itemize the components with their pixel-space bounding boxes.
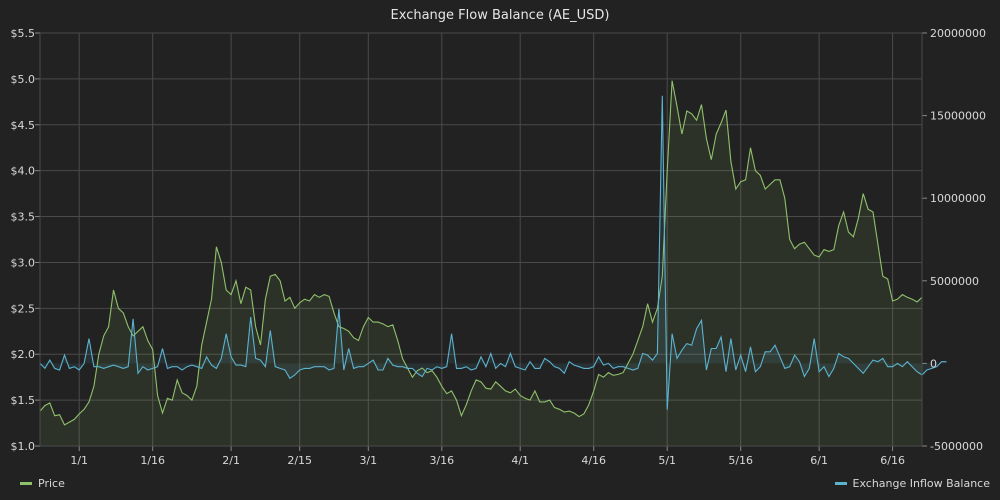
legend-swatch-price: [20, 482, 32, 485]
x-tick-label: 4/16: [581, 454, 606, 467]
axes: $1.0 $1.5 $2.0 $2.5 $3.0 $3.5 $4.0 $4.5 $5.0 $5.5…: [11, 27, 987, 467]
legend-swatch-exchange-inflow: [834, 482, 847, 485]
y-right-tick-label: 20000000: [930, 27, 986, 40]
legend-item-price[interactable]: Price: [20, 477, 65, 490]
legend-label-exchange-inflow: Exchange Inflow Balance: [852, 477, 990, 490]
exchange-inflow-line: [39, 95, 947, 410]
y-right-tick-label: 10000000: [930, 192, 986, 205]
x-tick-label: 4/1: [511, 454, 529, 467]
y-left-tick-label: $2.5: [11, 302, 36, 315]
y-left-tick-label: $3.0: [11, 256, 36, 269]
x-tick-label: 1/16: [140, 454, 165, 467]
legend-label-price: Price: [38, 477, 65, 490]
price-series: [39, 80, 923, 446]
x-tick-label: 6/16: [880, 454, 905, 467]
y-left-tick-label: $3.5: [11, 211, 36, 224]
x-tick-label: 6/1: [810, 454, 828, 467]
price-area: [40, 80, 922, 446]
y-right-tick-label: 5000000: [930, 275, 979, 288]
y-left-tick-label: $4.5: [11, 119, 36, 132]
y-left-tick-label: $1.0: [11, 440, 36, 453]
exchange-inflow-series: [39, 95, 947, 410]
y-right-tick-label: 0: [930, 357, 937, 370]
y-right-tick-label: 15000000: [930, 110, 986, 123]
x-tick-label: 2/15: [287, 454, 312, 467]
chart-title: Exchange Flow Balance (AE_USD): [391, 8, 610, 23]
legend-item-exchange-inflow[interactable]: Exchange Inflow Balance: [834, 477, 990, 490]
y-left-tick-label: $2.0: [11, 348, 36, 361]
y-left-tick-label: $5.5: [11, 27, 36, 40]
y-left-tick-label: $1.5: [11, 394, 36, 407]
x-tick-label: 1/1: [70, 454, 88, 467]
price-line: [39, 80, 923, 426]
x-tick-label: 2/1: [222, 454, 240, 467]
x-tick-label: 5/1: [658, 454, 676, 467]
y-right-tick-label: -5000000: [930, 440, 983, 453]
y-left-tick-label: $5.0: [11, 73, 36, 86]
x-tick-label: 3/1: [359, 454, 377, 467]
x-tick-label: 3/16: [429, 454, 454, 467]
x-tick-label: 5/16: [728, 454, 753, 467]
y-left-tick-label: $4.0: [11, 165, 36, 178]
grid: [40, 32, 922, 447]
